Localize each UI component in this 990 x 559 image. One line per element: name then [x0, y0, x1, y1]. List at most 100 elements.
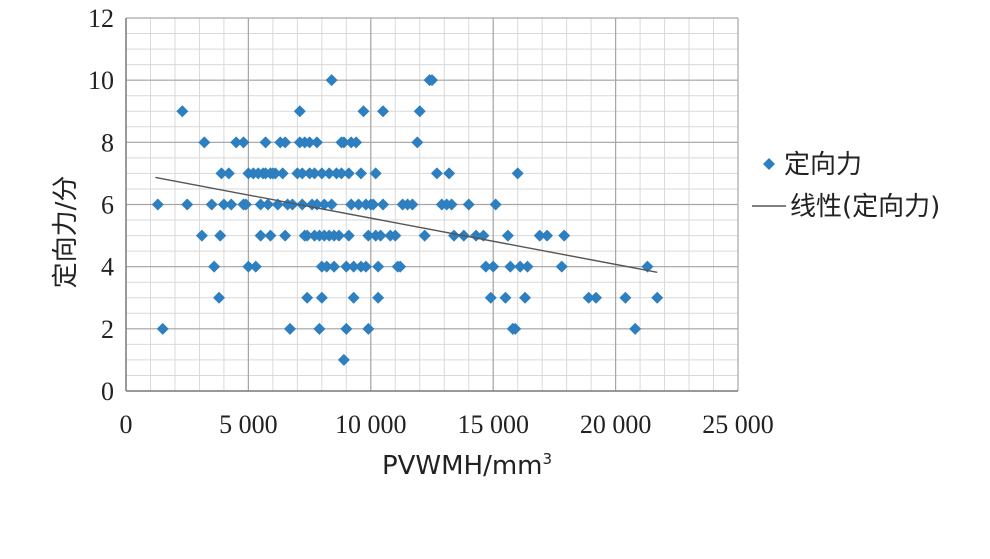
data-point	[521, 260, 534, 273]
data-point	[582, 291, 595, 304]
data-point	[301, 291, 314, 304]
y-tick-label: 10	[88, 66, 114, 95]
data-point	[249, 260, 262, 273]
data-point	[362, 322, 375, 335]
data-point	[555, 260, 568, 273]
data-point	[342, 167, 355, 180]
trendline-path	[155, 176, 658, 273]
data-point	[237, 136, 250, 149]
data-point	[217, 198, 230, 211]
data-point	[315, 167, 328, 180]
data-point	[222, 167, 235, 180]
data-point	[293, 105, 306, 118]
x-axis-label-superscript: 3	[543, 450, 553, 468]
data-point	[286, 198, 299, 211]
legend: 定向力 线性(定向力)	[752, 150, 940, 222]
x-tick-label: 10 000	[335, 410, 407, 439]
data-point	[411, 136, 424, 149]
x-tick-label: 25 000	[702, 410, 774, 439]
data-point	[325, 198, 338, 211]
data-point	[176, 105, 189, 118]
data-point	[279, 136, 292, 149]
data-point	[296, 167, 309, 180]
data-point	[357, 105, 370, 118]
data-point	[448, 229, 461, 242]
data-point	[501, 229, 514, 242]
data-point	[340, 322, 353, 335]
data-point	[430, 167, 443, 180]
data-point	[355, 167, 368, 180]
data-point	[519, 291, 532, 304]
data-point	[213, 291, 226, 304]
data-point	[301, 229, 314, 242]
data-point	[590, 291, 603, 304]
data-point	[541, 229, 554, 242]
data-points	[151, 74, 664, 366]
data-point	[335, 167, 348, 180]
data-point	[347, 260, 360, 273]
data-point	[509, 322, 522, 335]
data-point	[337, 353, 350, 366]
data-point	[651, 291, 664, 304]
data-point	[195, 229, 208, 242]
data-point	[367, 198, 380, 211]
data-point	[350, 136, 363, 149]
x-tick-label: 15 000	[457, 410, 529, 439]
x-axis-label: PVWMH/mm3	[382, 450, 552, 481]
data-point	[359, 260, 372, 273]
data-point	[261, 198, 274, 211]
data-point	[181, 198, 194, 211]
data-point	[484, 291, 497, 304]
data-point	[619, 291, 632, 304]
y-axis-label: 定向力/分	[51, 176, 81, 289]
data-point	[374, 229, 387, 242]
data-point	[413, 105, 426, 118]
data-point	[487, 260, 500, 273]
legend-marker-icon	[763, 158, 775, 170]
data-point	[276, 167, 289, 180]
data-point	[345, 198, 358, 211]
data-point	[230, 136, 243, 149]
data-point	[511, 167, 524, 180]
data-point	[443, 167, 456, 180]
data-point	[328, 260, 341, 273]
data-point	[369, 167, 382, 180]
data-point	[225, 198, 238, 211]
data-point	[406, 198, 419, 211]
data-point	[389, 229, 402, 242]
data-point	[269, 167, 282, 180]
data-point	[215, 167, 228, 180]
data-point	[418, 229, 431, 242]
data-point	[284, 322, 297, 335]
y-tick-label: 12	[88, 4, 114, 33]
data-point	[504, 260, 517, 273]
data-point	[313, 322, 326, 335]
data-point	[362, 229, 375, 242]
data-point	[426, 74, 438, 87]
data-point	[352, 198, 365, 211]
data-point	[445, 198, 458, 211]
data-point	[558, 229, 571, 242]
data-point	[205, 198, 218, 211]
y-tick-label: 6	[101, 191, 114, 220]
data-point	[198, 136, 211, 149]
data-point	[318, 198, 331, 211]
data-point	[337, 136, 350, 149]
data-point	[320, 260, 333, 273]
data-point	[372, 291, 385, 304]
data-point	[308, 167, 321, 180]
data-point	[377, 198, 390, 211]
data-point	[242, 260, 255, 273]
y-tick-label: 8	[101, 128, 114, 157]
data-point	[462, 198, 475, 211]
data-point	[264, 229, 277, 242]
data-point	[315, 291, 328, 304]
data-point	[394, 260, 407, 273]
data-point	[259, 136, 272, 149]
data-point	[489, 198, 502, 211]
data-point	[254, 229, 267, 242]
data-point	[514, 260, 527, 273]
data-point	[254, 198, 267, 211]
data-point	[629, 322, 642, 335]
